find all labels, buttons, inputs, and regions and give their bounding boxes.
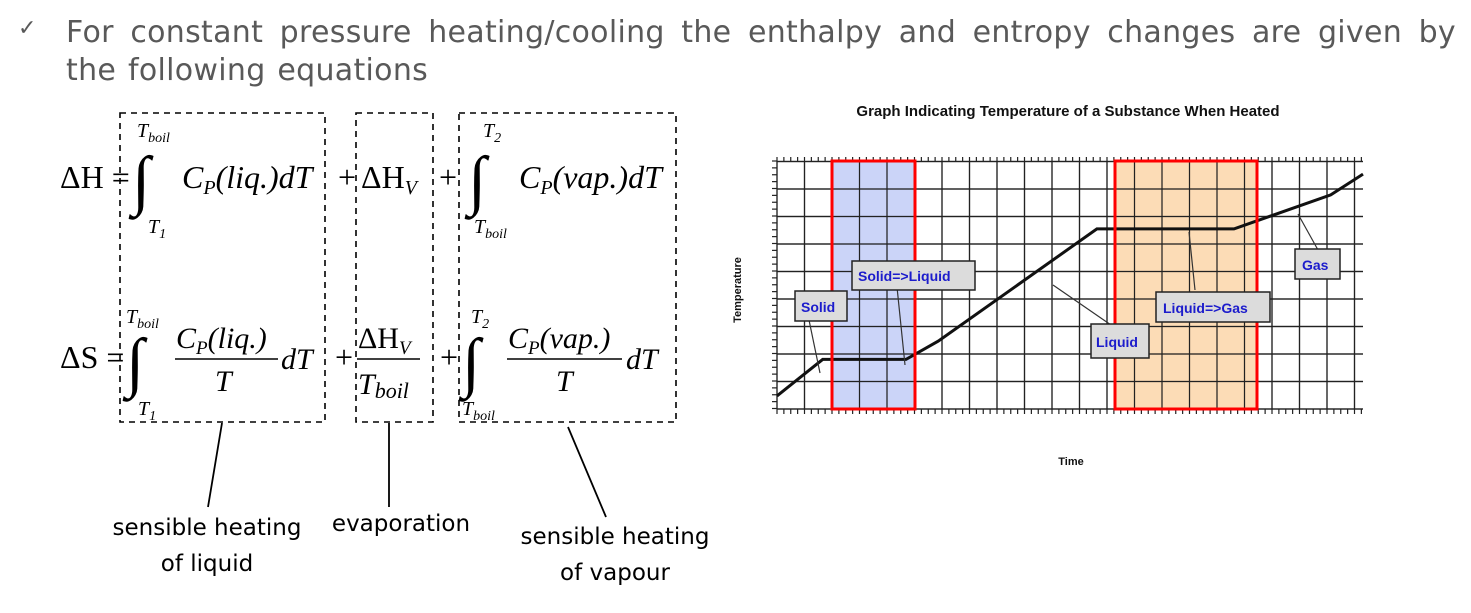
denominator-t: T: [556, 365, 575, 398]
cp-vapour-numerator: CP(vap.): [508, 322, 610, 359]
denominator-t: T: [215, 365, 234, 398]
y-axis-label: Temperature: [732, 257, 744, 323]
liquid-pointer-line: [207, 422, 223, 508]
svg-text:Gas: Gas: [1302, 257, 1329, 273]
cp-liquid-term: CP(liq.)dT: [182, 159, 315, 199]
entropy-equation: ΔS = ∫ Tboil T1 CP(liq.) T dT + ΔHV Tboi…: [60, 306, 660, 424]
liquid-term-box: [119, 112, 326, 423]
label-sensible-heating-liquid: sensible heating: [113, 515, 302, 541]
integral-sign: ∫: [122, 326, 148, 402]
label-of-vapour: of vapour: [560, 560, 670, 586]
svg-text:dT: dT: [626, 343, 660, 376]
svg-text:dT: dT: [281, 343, 315, 376]
integral-sign: ∫: [128, 144, 154, 220]
annotation-solid: Solid: [794, 290, 848, 322]
equations-diagram: ΔH = ∫ Tboil T1 CP(liq.)dT + ΔHV + ∫ T2 …: [60, 112, 710, 586]
label-evaporation: evaporation: [332, 511, 470, 537]
svg-text:+: +: [440, 339, 458, 375]
chart-grid-overlay: [772, 157, 1363, 414]
svg-text:Solid: Solid: [801, 299, 835, 315]
chart-title: Graph Indicating Temperature of a Substa…: [856, 103, 1279, 120]
enthalpy-lhs: ΔH =: [60, 159, 130, 195]
upper-limit: T2: [483, 120, 501, 146]
evaporation-term-box: [355, 112, 434, 423]
label-sensible-heating-vapour: sensible heating: [521, 524, 710, 550]
annotation-gas: Gas: [1294, 248, 1341, 280]
integral-sign: ∫: [458, 326, 484, 402]
cp-liquid-numerator: CP(liq.): [176, 322, 267, 359]
svg-text:Liquid=>Gas: Liquid=>Gas: [1163, 300, 1248, 316]
lower-limit: Tboil: [462, 398, 495, 424]
vapour-pointer-line: [567, 426, 607, 518]
enthalpy-equation: ΔH = ∫ Tboil T1 CP(liq.)dT + ΔHV + ∫ T2 …: [60, 120, 664, 242]
svg-text:+: +: [335, 339, 353, 375]
annotation-liquid: Liquid: [1090, 323, 1150, 359]
annotation-solid-liquid: Solid=>Liquid: [851, 260, 976, 291]
upper-limit: Tboil: [137, 120, 170, 146]
boiling-highlight-border: [1113, 159, 1259, 411]
latent-heat-term: ΔHV: [361, 159, 420, 199]
entropy-lhs: ΔS =: [60, 339, 124, 375]
svg-text:+: +: [439, 159, 457, 195]
latent-heat-numerator: ΔHV: [358, 322, 413, 359]
lower-limit: T1: [148, 216, 166, 242]
svg-text:Solid=>Liquid: Solid=>Liquid: [858, 268, 951, 284]
boiling-highlight: [1115, 161, 1257, 409]
checkmark-icon: ✓: [18, 16, 37, 41]
x-axis-label: Time: [1058, 456, 1083, 468]
lower-limit: Tboil: [474, 216, 507, 242]
svg-text:Liquid: Liquid: [1096, 334, 1138, 350]
cp-vapour-term: CP(vap.)dT: [519, 159, 664, 199]
integral-sign: ∫: [464, 144, 490, 220]
annotation-liquid-gas: Liquid=>Gas: [1155, 291, 1271, 323]
temperature-curve: [776, 172, 1364, 398]
heating-curve-chart: Graph Indicating Temperature of a Substa…: [732, 103, 1364, 468]
svg-text:+: +: [338, 159, 356, 195]
bullet-text: For constant pressure heating/cooling th…: [66, 15, 1456, 88]
boiling-temperature: Tboil: [358, 368, 409, 403]
label-of-liquid: of liquid: [161, 551, 253, 577]
lower-limit: T1: [138, 398, 156, 424]
